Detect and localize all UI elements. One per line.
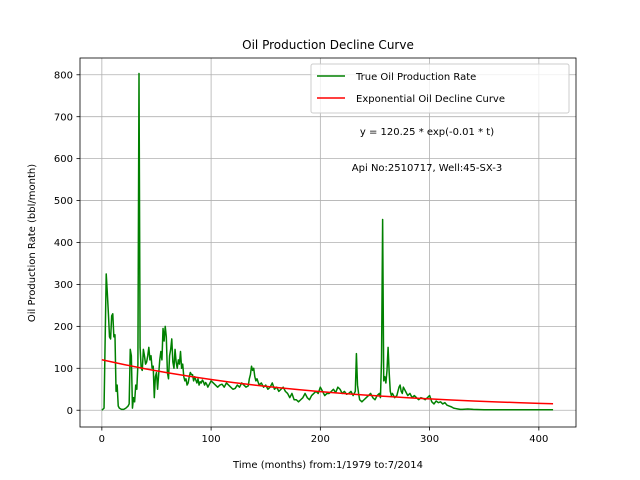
chart-title: Oil Production Decline Curve <box>242 38 414 52</box>
y-tick-label: 400 <box>54 238 73 249</box>
y-tick-label: 500 <box>54 196 73 207</box>
y-tick-label: 600 <box>54 154 73 165</box>
y-tick-label: 700 <box>54 112 73 123</box>
x-tick-label: 400 <box>529 434 548 445</box>
legend-box <box>310 63 570 114</box>
x-tick-label: 300 <box>420 434 439 445</box>
x-tick-label: 0 <box>99 434 105 445</box>
true-production-rate-line <box>101 72 554 411</box>
y-tick-label: 300 <box>54 280 73 291</box>
legend-label-true-rate: True Oil Production Rate <box>355 72 476 83</box>
y-tick-label: 100 <box>54 364 73 375</box>
y-tick-label: 0 <box>67 406 73 417</box>
y-tick-label: 800 <box>54 70 73 81</box>
series-layer <box>101 72 554 411</box>
legend: True Oil Production Rate Exponential Oil… <box>310 63 570 114</box>
y-axis-label: Oil Production Rate (bbl/month) <box>27 164 38 322</box>
axis-ticks: 0 100 200 300 400 0 100 200 300 400 500 600 700 800 <box>54 70 548 445</box>
y-tick-label: 200 <box>54 322 73 333</box>
x-tick-label: 200 <box>311 434 330 445</box>
x-tick-label: 100 <box>202 434 221 445</box>
well-annotation: Api No:2510717, Well:45-SX-3 <box>352 163 502 174</box>
legend-label-decline-curve: Exponential Oil Decline Curve <box>356 94 505 105</box>
x-axis-label: Time (months) from:1/1979 to:7/2014 <box>232 460 423 471</box>
equation-annotation: y = 120.25 * exp(-0.01 * t) <box>360 127 494 138</box>
exponential-decline-curve-line <box>101 359 554 405</box>
